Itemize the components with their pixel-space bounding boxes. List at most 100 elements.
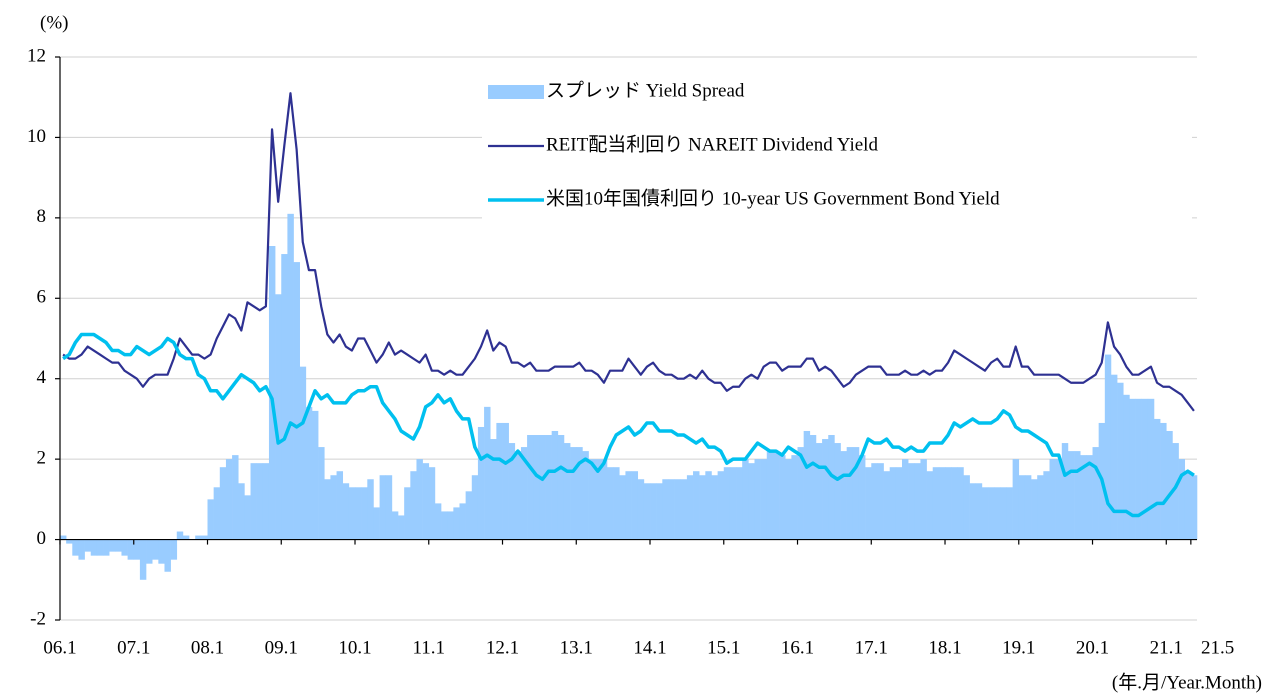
bar bbox=[951, 467, 958, 540]
y-tick-label: 10 bbox=[27, 126, 46, 147]
bar bbox=[945, 467, 952, 540]
y-tick-label: 12 bbox=[27, 45, 46, 66]
bar bbox=[895, 467, 903, 540]
bar bbox=[146, 539, 153, 564]
legend: スプレッド Yield Spread REIT配当利回り NAREIT Divid… bbox=[482, 72, 1192, 227]
bar bbox=[348, 487, 356, 540]
bar bbox=[877, 463, 884, 540]
bar bbox=[717, 471, 725, 540]
x-tick-label: 16.1 bbox=[781, 637, 814, 658]
y-tick-label: 0 bbox=[37, 528, 47, 549]
bar bbox=[195, 535, 202, 540]
x-tick-label: 15.1 bbox=[707, 637, 740, 658]
bar bbox=[932, 467, 940, 540]
bar bbox=[398, 515, 405, 540]
bar bbox=[1178, 459, 1186, 540]
bar bbox=[822, 439, 829, 540]
x-tick-label: 07.1 bbox=[117, 637, 150, 658]
bar bbox=[1031, 479, 1038, 540]
legend-label: スプレッド Yield Spread bbox=[546, 79, 745, 101]
bar bbox=[391, 511, 399, 540]
bar bbox=[490, 439, 497, 540]
bar bbox=[643, 483, 651, 540]
bar bbox=[324, 479, 331, 540]
bar bbox=[840, 451, 847, 540]
bar bbox=[1129, 398, 1136, 540]
bar bbox=[926, 471, 934, 540]
bar bbox=[748, 463, 755, 540]
bar bbox=[901, 459, 909, 540]
bar bbox=[496, 422, 503, 540]
bar bbox=[858, 455, 866, 540]
bar bbox=[275, 294, 282, 540]
bar bbox=[1160, 422, 1167, 540]
bar bbox=[379, 475, 387, 540]
x-tick-label: 14.1 bbox=[633, 637, 666, 658]
bar bbox=[883, 471, 891, 540]
bar bbox=[182, 535, 190, 540]
bar bbox=[115, 539, 122, 552]
plot bbox=[60, 92, 1198, 580]
x-tick-label: 12.1 bbox=[486, 637, 519, 658]
y-tick-label: 2 bbox=[37, 448, 47, 469]
x-tick-label: 13.1 bbox=[560, 637, 593, 658]
x-tick-label: 19.1 bbox=[1002, 637, 1035, 658]
bar bbox=[1117, 382, 1124, 540]
bar bbox=[957, 467, 964, 540]
bar bbox=[404, 487, 411, 540]
bar bbox=[760, 459, 768, 540]
bar bbox=[1037, 475, 1044, 540]
bar bbox=[809, 435, 817, 540]
bar bbox=[582, 451, 589, 540]
bar bbox=[871, 463, 878, 540]
bar bbox=[729, 467, 737, 540]
bar bbox=[1153, 418, 1161, 540]
bar bbox=[287, 213, 294, 540]
bar bbox=[410, 471, 417, 540]
bar bbox=[508, 443, 516, 540]
x-tick-label: 17.1 bbox=[855, 637, 888, 658]
bar bbox=[484, 406, 491, 540]
bar bbox=[176, 531, 184, 540]
bar bbox=[1061, 443, 1069, 540]
bar bbox=[988, 487, 995, 540]
bar bbox=[754, 459, 761, 540]
y-tick-label: -2 bbox=[30, 608, 46, 629]
bar bbox=[711, 475, 718, 540]
bar bbox=[441, 511, 448, 540]
bar bbox=[373, 507, 380, 540]
bar bbox=[668, 479, 675, 540]
bar bbox=[828, 435, 835, 540]
bar bbox=[109, 539, 116, 552]
bar bbox=[852, 447, 860, 540]
bar bbox=[613, 467, 620, 540]
bar bbox=[477, 426, 485, 540]
bar bbox=[1086, 455, 1093, 540]
bar bbox=[84, 539, 92, 552]
bar bbox=[428, 467, 436, 540]
bar bbox=[563, 443, 571, 540]
bar bbox=[1184, 471, 1192, 540]
bar bbox=[459, 503, 466, 540]
bar bbox=[60, 535, 67, 540]
bar bbox=[1135, 398, 1142, 540]
bar bbox=[453, 507, 460, 540]
bar bbox=[889, 467, 897, 540]
bar bbox=[502, 422, 509, 540]
bar bbox=[262, 463, 270, 540]
bar bbox=[127, 539, 135, 560]
bar bbox=[619, 475, 626, 540]
bar bbox=[1123, 394, 1130, 540]
line bbox=[62, 92, 1195, 412]
bar bbox=[158, 539, 165, 564]
y-tick-label: 8 bbox=[37, 206, 47, 227]
bar bbox=[305, 406, 313, 540]
bar bbox=[1055, 459, 1063, 540]
y-tick-label: 4 bbox=[37, 367, 47, 388]
bar bbox=[570, 447, 577, 540]
bar bbox=[686, 475, 694, 540]
bar bbox=[815, 443, 823, 540]
bar bbox=[1000, 487, 1007, 540]
bar bbox=[662, 479, 669, 540]
